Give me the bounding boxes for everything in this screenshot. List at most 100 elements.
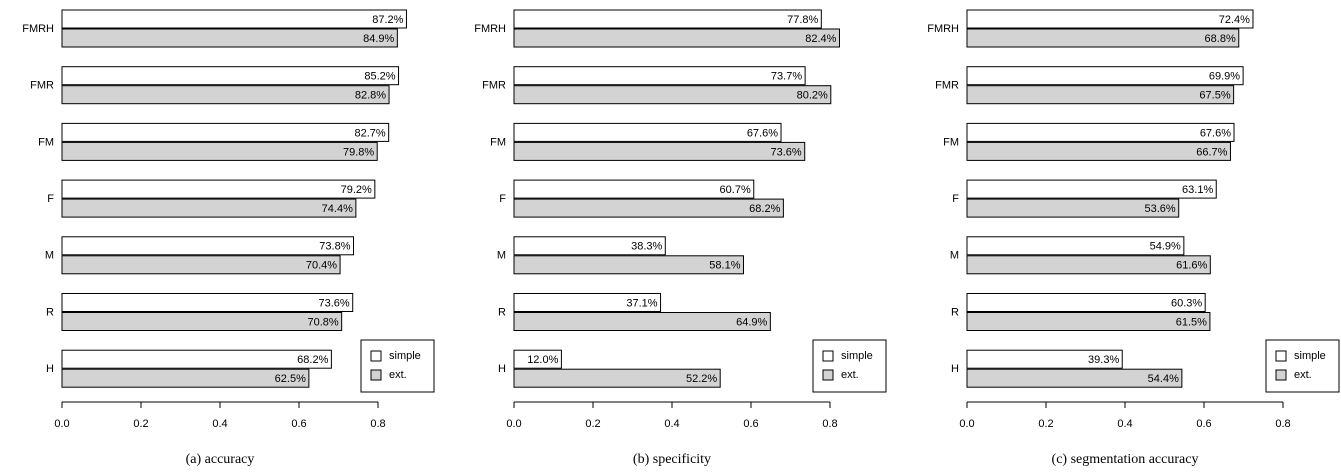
value-label: 60.3% bbox=[1171, 297, 1202, 309]
legend-label: simple bbox=[389, 350, 421, 362]
value-label: 37.1% bbox=[626, 297, 657, 309]
bar bbox=[513, 255, 744, 275]
y-tick-label: R bbox=[46, 306, 54, 318]
bar bbox=[513, 236, 666, 256]
value-label: 12.0% bbox=[527, 354, 558, 366]
bar bbox=[513, 9, 822, 29]
value-label: 68.2% bbox=[297, 354, 328, 366]
bar bbox=[966, 293, 1206, 312]
value-label: 38.3% bbox=[631, 241, 662, 253]
y-tick-label: FMR bbox=[482, 80, 506, 92]
y-tick-label: M bbox=[497, 250, 506, 262]
bar bbox=[966, 179, 1217, 199]
value-label: 64.9% bbox=[736, 316, 767, 328]
y-tick-label: FMR bbox=[935, 80, 959, 92]
value-label: 70.8% bbox=[307, 316, 338, 328]
value-label: 74.4% bbox=[322, 203, 353, 215]
bar bbox=[61, 179, 376, 199]
value-label: 84.9% bbox=[363, 33, 394, 45]
y-tick-label: H bbox=[46, 363, 54, 375]
legend-label: ext. bbox=[841, 369, 859, 381]
y-tick-label: M bbox=[45, 250, 54, 262]
bar bbox=[513, 85, 832, 105]
bar bbox=[966, 66, 1244, 86]
legend-label: ext. bbox=[389, 369, 407, 381]
y-tick-label: M bbox=[950, 250, 959, 262]
bar bbox=[966, 349, 1123, 369]
caption: (b) specificity bbox=[633, 452, 711, 467]
value-label: 85.2% bbox=[364, 71, 395, 83]
y-tick-label: F bbox=[499, 193, 506, 205]
y-tick-label: H bbox=[498, 363, 506, 375]
y-tick-label: FM bbox=[38, 136, 54, 148]
x-tick-label: 0.2 bbox=[1038, 418, 1053, 430]
legend-box bbox=[1265, 339, 1340, 393]
bar bbox=[61, 66, 400, 86]
bar bbox=[61, 368, 310, 388]
value-label: 54.4% bbox=[1148, 373, 1179, 385]
caption: (c) segmentation accuracy bbox=[1052, 452, 1199, 467]
y-tick-label: F bbox=[952, 193, 959, 205]
x-tick-label: 0.4 bbox=[664, 418, 679, 430]
bar bbox=[513, 141, 806, 161]
bar bbox=[61, 9, 407, 29]
legend-label: simple bbox=[841, 350, 873, 362]
value-label: 68.8% bbox=[1205, 33, 1236, 45]
bar bbox=[966, 198, 1180, 218]
y-tick-label: H bbox=[951, 363, 959, 375]
value-label: 67.6% bbox=[747, 127, 778, 139]
x-tick-label: 0.6 bbox=[1196, 418, 1211, 430]
value-label: 62.5% bbox=[275, 373, 306, 385]
y-tick-label: FMR bbox=[30, 80, 54, 92]
bar bbox=[61, 312, 343, 331]
value-label: 82.7% bbox=[354, 127, 385, 139]
x-tick-label: 0.4 bbox=[1117, 418, 1132, 430]
value-label: 61.5% bbox=[1176, 316, 1207, 328]
value-label: 80.2% bbox=[797, 90, 828, 102]
legend-swatch bbox=[822, 350, 834, 362]
bar bbox=[513, 28, 840, 48]
value-label: 79.8% bbox=[343, 146, 374, 158]
bar bbox=[513, 349, 562, 369]
value-label: 73.6% bbox=[771, 146, 802, 158]
bar bbox=[513, 198, 784, 218]
value-label: 39.3% bbox=[1088, 354, 1119, 366]
bar bbox=[513, 293, 662, 312]
bar bbox=[513, 66, 806, 86]
legend-box bbox=[812, 339, 887, 393]
bar bbox=[513, 368, 721, 388]
x-tick-label: 0.2 bbox=[585, 418, 600, 430]
bar bbox=[966, 9, 1254, 29]
value-label: 61.6% bbox=[1176, 260, 1207, 272]
legend-box bbox=[360, 339, 435, 393]
bar bbox=[61, 255, 341, 275]
bar bbox=[513, 312, 771, 331]
x-tick-label: 0.8 bbox=[1275, 418, 1290, 430]
x-tick-label: 0.6 bbox=[291, 418, 306, 430]
bar bbox=[966, 236, 1185, 256]
bar bbox=[966, 368, 1183, 388]
value-label: 69.9% bbox=[1209, 71, 1240, 83]
y-tick-label: F bbox=[47, 193, 54, 205]
value-label: 77.8% bbox=[787, 14, 818, 26]
bar bbox=[513, 179, 755, 199]
legend-swatch bbox=[370, 369, 382, 381]
y-tick-label: FMRH bbox=[474, 23, 506, 35]
value-label: 73.8% bbox=[319, 241, 350, 253]
x-tick-label: 0.8 bbox=[370, 418, 385, 430]
bar bbox=[966, 255, 1211, 275]
x-tick-label: 0.8 bbox=[822, 418, 837, 430]
x-tick-label: 0.2 bbox=[133, 418, 148, 430]
value-label: 73.6% bbox=[319, 297, 350, 309]
value-label: 79.2% bbox=[341, 184, 372, 196]
value-label: 72.4% bbox=[1219, 14, 1250, 26]
y-tick-label: FM bbox=[943, 136, 959, 148]
y-tick-label: FMRH bbox=[22, 23, 54, 35]
bar bbox=[513, 122, 782, 142]
x-tick-label: 0.0 bbox=[959, 418, 974, 430]
value-label: 68.2% bbox=[749, 203, 780, 215]
value-label: 67.5% bbox=[1199, 90, 1230, 102]
y-tick-label: FM bbox=[490, 136, 506, 148]
value-label: 63.1% bbox=[1182, 184, 1213, 196]
